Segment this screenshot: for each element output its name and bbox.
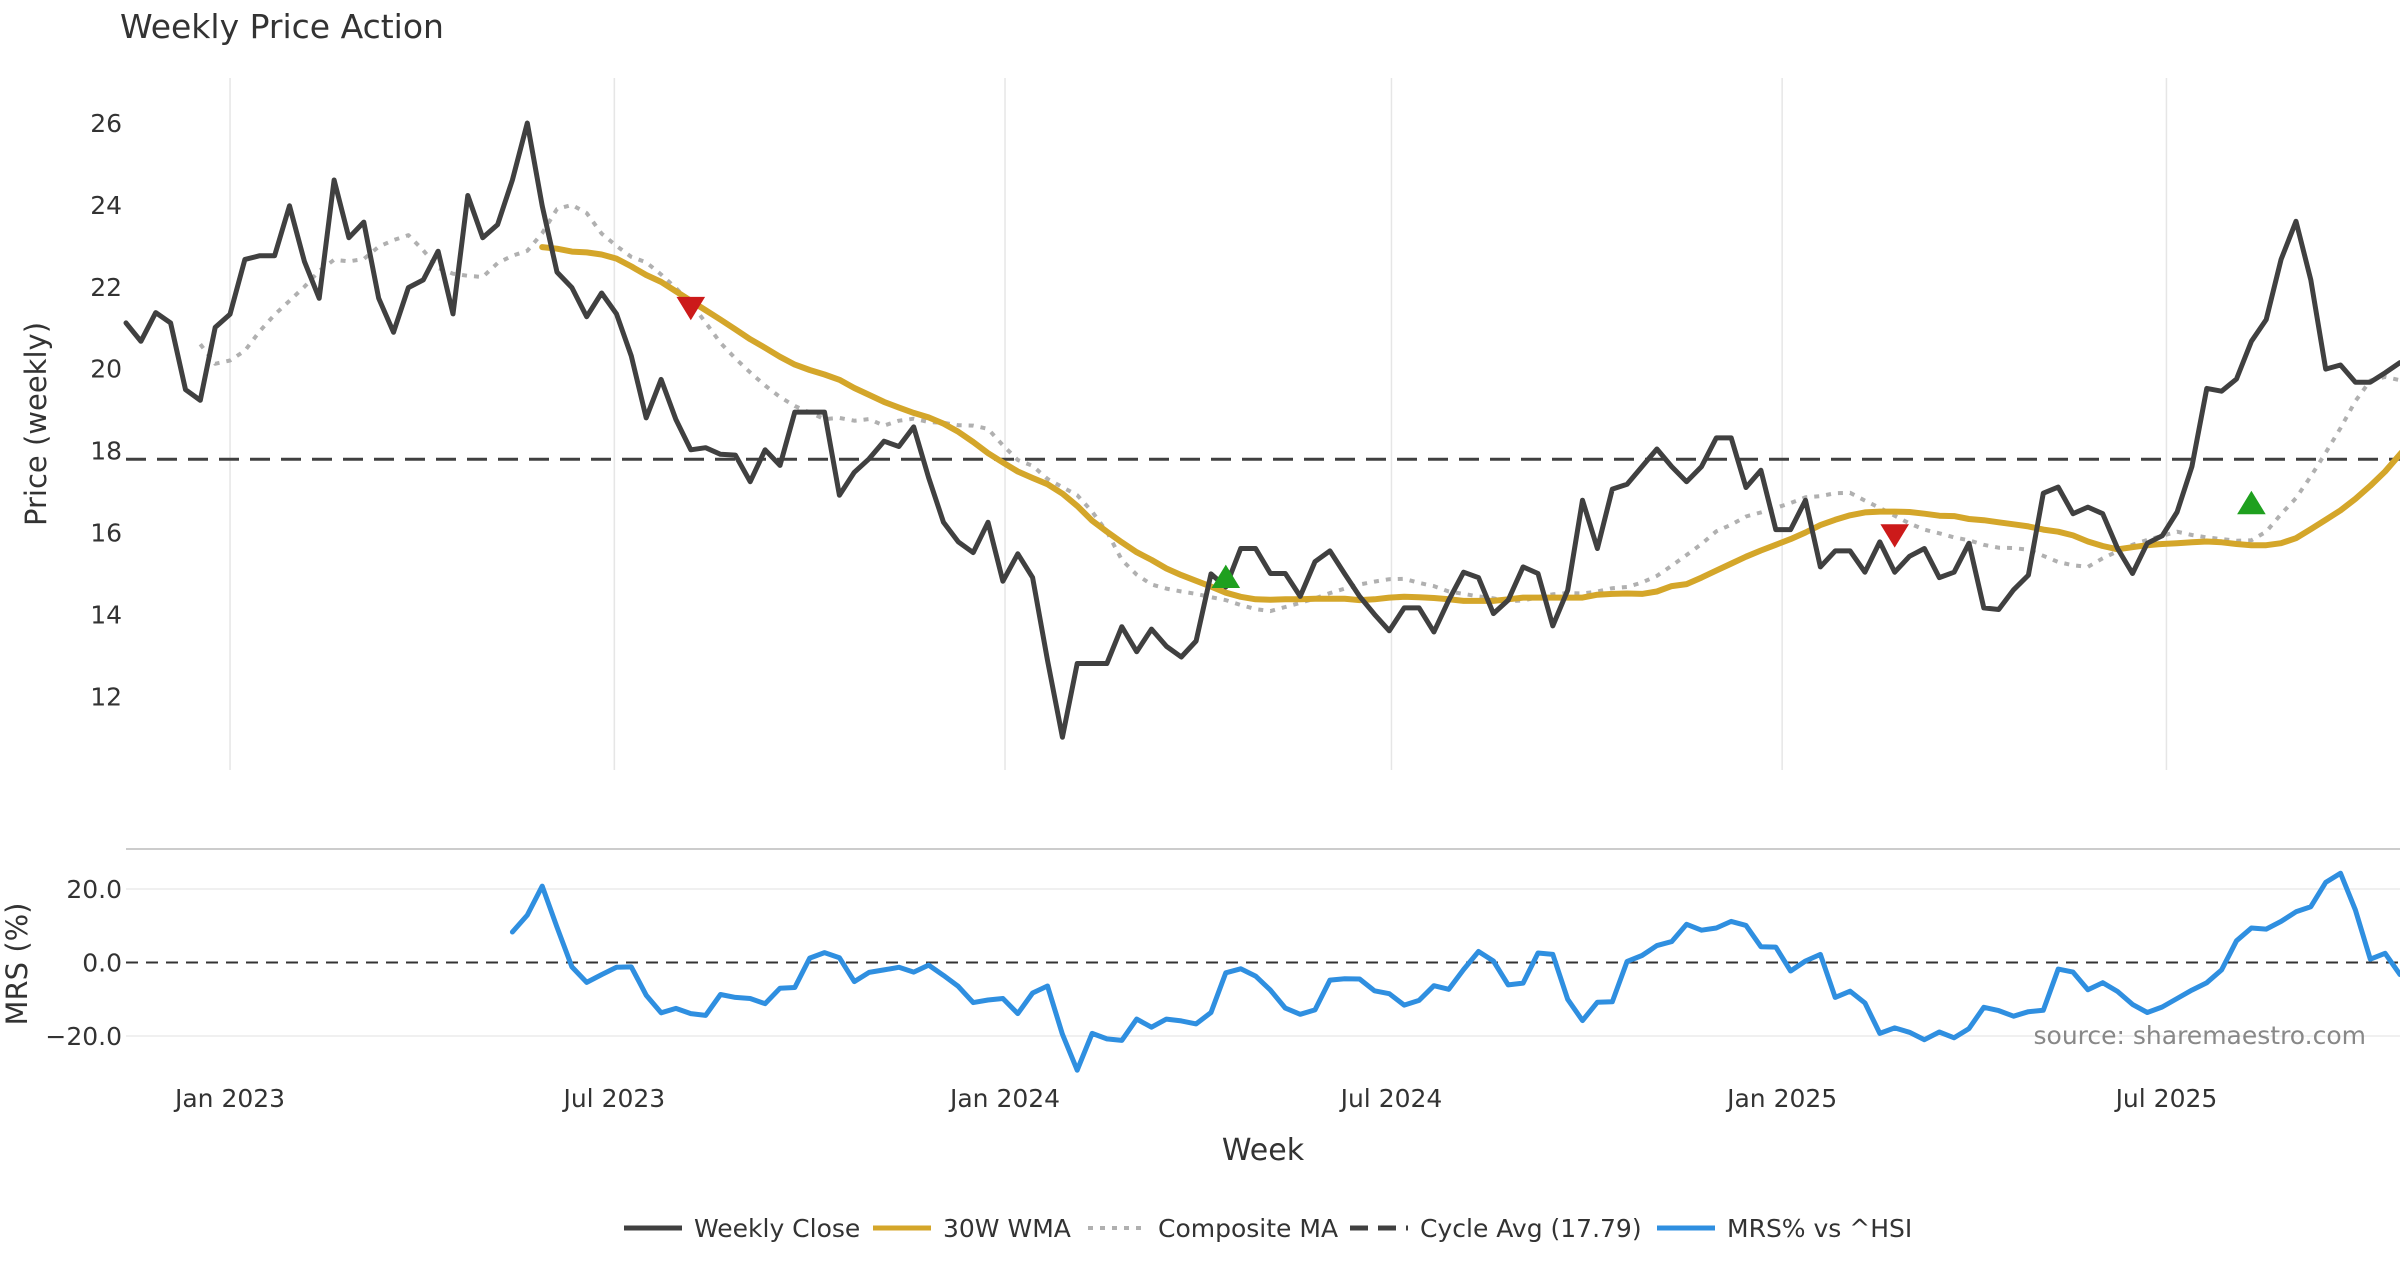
composite-ma-line [198, 202, 2400, 614]
price-y-tick-label: 14 [90, 600, 122, 629]
wma-30w-line [539, 244, 2400, 604]
x-tick-label: Jul 2025 [2114, 1084, 2218, 1113]
buy-signal-marker-1 [1211, 564, 1241, 588]
mrs-y-tick-label: 20.0 [66, 875, 122, 904]
price-y-axis-ticks: 12 14 16 18 20 22 24 26 [90, 109, 122, 711]
mrs-y-axis-label: MRS (%) [0, 903, 34, 1026]
mrs-y-tick-label: −20.0 [45, 1022, 122, 1051]
price-y-tick-label: 24 [90, 191, 122, 220]
price-y-axis-label: Price (weekly) [19, 322, 53, 526]
legend-label: MRS% vs ^HSI [1727, 1214, 1912, 1243]
legend-label: Cycle Avg (17.79) [1420, 1214, 1642, 1243]
signal-markers-group [676, 296, 2266, 588]
sell-signal-marker-2 [1880, 524, 1909, 548]
price-y-tick-label: 26 [90, 109, 122, 138]
legend-label: 30W WMA [943, 1214, 1071, 1243]
legend: Weekly Close 30W WMA Composite MA Cycle Avg… [624, 1214, 1912, 1243]
sell-signal-marker-0 [676, 296, 706, 321]
price-y-tick-label: 20 [90, 355, 122, 384]
x-tick-label: Jan 2024 [948, 1084, 1060, 1113]
x-tick-label: Jan 2025 [1725, 1084, 1837, 1113]
mrs-line [509, 870, 2400, 1073]
legend-label: Weekly Close [694, 1214, 860, 1243]
price-y-tick-label: 18 [90, 437, 122, 466]
mrs-series-group [509, 870, 2400, 1073]
x-tick-label: Jan 2023 [173, 1084, 285, 1113]
x-axis-ticks: Jan 2023 Jul 2023 Jan 2024 Jul 2024 Jan 2025… [173, 1084, 2217, 1113]
price-y-tick-label: 12 [90, 682, 122, 711]
x-axis-label: Week [1222, 1133, 1305, 1168]
weekly-close-line [123, 120, 2400, 740]
mrs-y-tick-label: 0.0 [82, 949, 122, 978]
chart-title: Weekly Price Action [120, 7, 444, 46]
x-tick-label: Jul 2024 [1339, 1084, 1443, 1113]
price-y-tick-label: 22 [90, 273, 122, 302]
legend-label: Composite MA [1158, 1214, 1338, 1243]
source-note: source: sharemaestro.com [2034, 1021, 2367, 1050]
mrs-y-axis-ticks: 20.0 0.0 −20.0 [45, 875, 122, 1051]
price-panel-grid [229, 78, 2168, 770]
x-tick-label: Jul 2023 [561, 1084, 665, 1113]
price-series-group [123, 120, 2400, 740]
price-y-tick-label: 16 [90, 519, 122, 548]
mrs-panel-grid [126, 888, 2400, 1037]
buy-signal-marker-3 [2237, 490, 2266, 515]
